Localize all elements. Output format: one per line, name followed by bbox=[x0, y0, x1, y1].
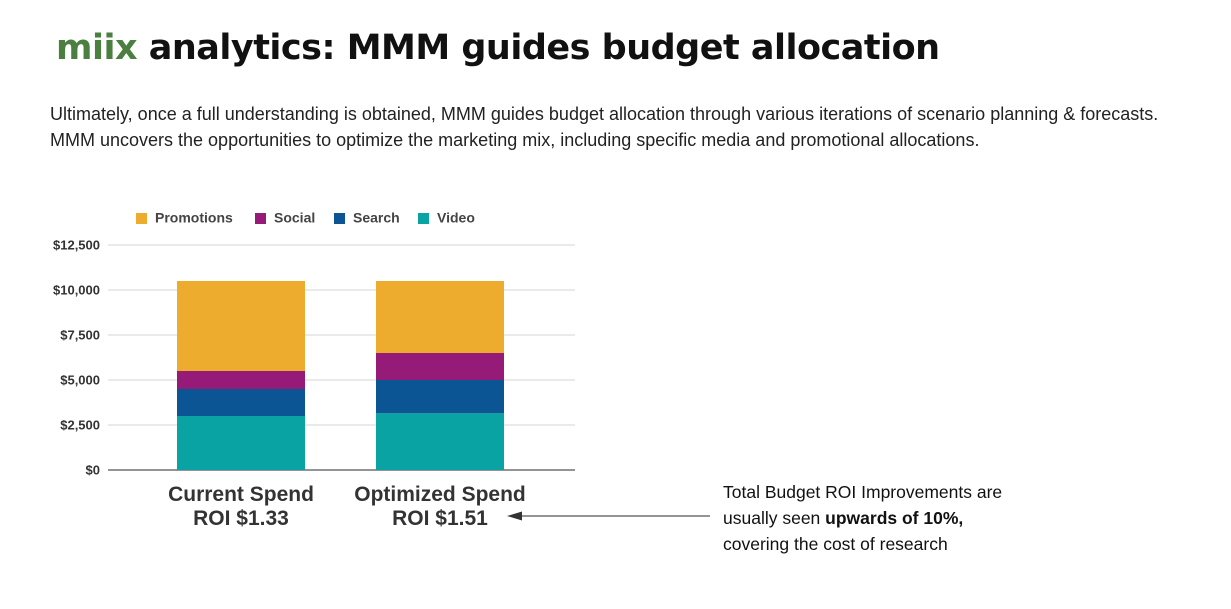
arrow-head bbox=[507, 511, 522, 521]
note-line-1: Total Budget ROI Improvements are bbox=[723, 482, 1003, 502]
bar-segment-video bbox=[177, 416, 305, 470]
roi-label: ROI $1.33 bbox=[193, 507, 289, 530]
category-label: Optimized Spend bbox=[354, 483, 526, 506]
bar-segment-promotions bbox=[376, 281, 504, 353]
brand-name: miix bbox=[56, 28, 138, 68]
legend-label: Search bbox=[353, 210, 400, 226]
y-tick-label: $10,000 bbox=[53, 283, 100, 298]
note-line-2: usually seen upwards of 10%, bbox=[723, 505, 1083, 531]
stacked-bar-chart: $0 $2,500 $5,000 $7,500 $10,000 $12,500 Curren… bbox=[53, 210, 575, 530]
y-tick-label: $2,500 bbox=[60, 418, 100, 433]
legend-swatch bbox=[255, 213, 266, 224]
roi-label: ROI $1.51 bbox=[392, 507, 488, 530]
note-line-3: covering the cost of research bbox=[723, 534, 948, 554]
legend-label: Social bbox=[274, 210, 315, 226]
y-tick-label: $0 bbox=[86, 463, 100, 478]
note-line-2-prefix: usually seen bbox=[723, 508, 826, 528]
y-tick-label: $5,000 bbox=[60, 373, 100, 388]
y-tick-label: $12,500 bbox=[53, 238, 100, 253]
legend-swatch bbox=[418, 213, 429, 224]
category-label: Current Spend bbox=[168, 483, 314, 506]
bar-segment-promotions bbox=[177, 281, 305, 371]
bar-segment-social bbox=[376, 353, 504, 380]
note-highlight: upwards of 10%, bbox=[825, 508, 964, 528]
bar-segment-social bbox=[177, 371, 305, 389]
roi-note: Total Budget ROI Improvements are usuall… bbox=[723, 479, 1083, 557]
page-title: miix analytics: MMM guides budget alloca… bbox=[56, 28, 940, 68]
bar-segment-video bbox=[376, 413, 504, 470]
legend-swatch bbox=[136, 213, 147, 224]
intro-paragraph: Ultimately, once a full understanding is… bbox=[50, 104, 1159, 150]
legend-label: Video bbox=[437, 210, 475, 226]
legend-swatch bbox=[334, 213, 345, 224]
y-tick-label: $7,500 bbox=[60, 328, 100, 343]
arrow-icon bbox=[507, 511, 710, 521]
bar-segment-search bbox=[177, 389, 305, 416]
legend-label: Promotions bbox=[155, 210, 233, 226]
title-text: analytics: MMM guides budget allocation bbox=[148, 28, 940, 68]
bar-segment-search bbox=[376, 380, 504, 414]
